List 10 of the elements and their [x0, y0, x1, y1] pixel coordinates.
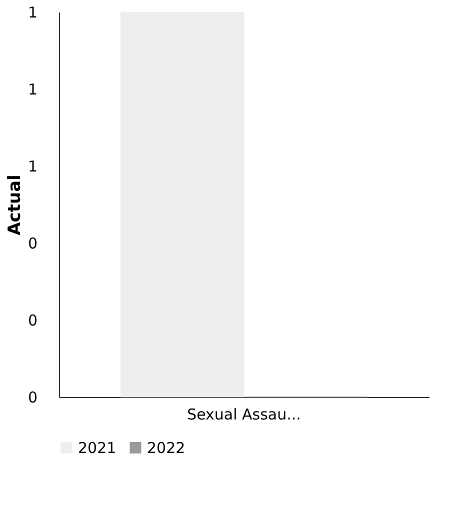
legend-label: 2021: [78, 438, 116, 457]
y-tick-label: 0: [28, 312, 38, 330]
y-tick-label: 1: [28, 80, 38, 98]
y-tick-label: 1: [28, 4, 38, 22]
y-tick-label: 1: [28, 158, 38, 176]
y-tick-label: 0: [28, 234, 38, 252]
legend-label: 2022: [147, 438, 186, 457]
x-tick-label: Sexual Assau...: [187, 406, 301, 424]
y-axis-title: Actual: [4, 174, 25, 236]
y-tick-label: 0: [28, 388, 38, 406]
